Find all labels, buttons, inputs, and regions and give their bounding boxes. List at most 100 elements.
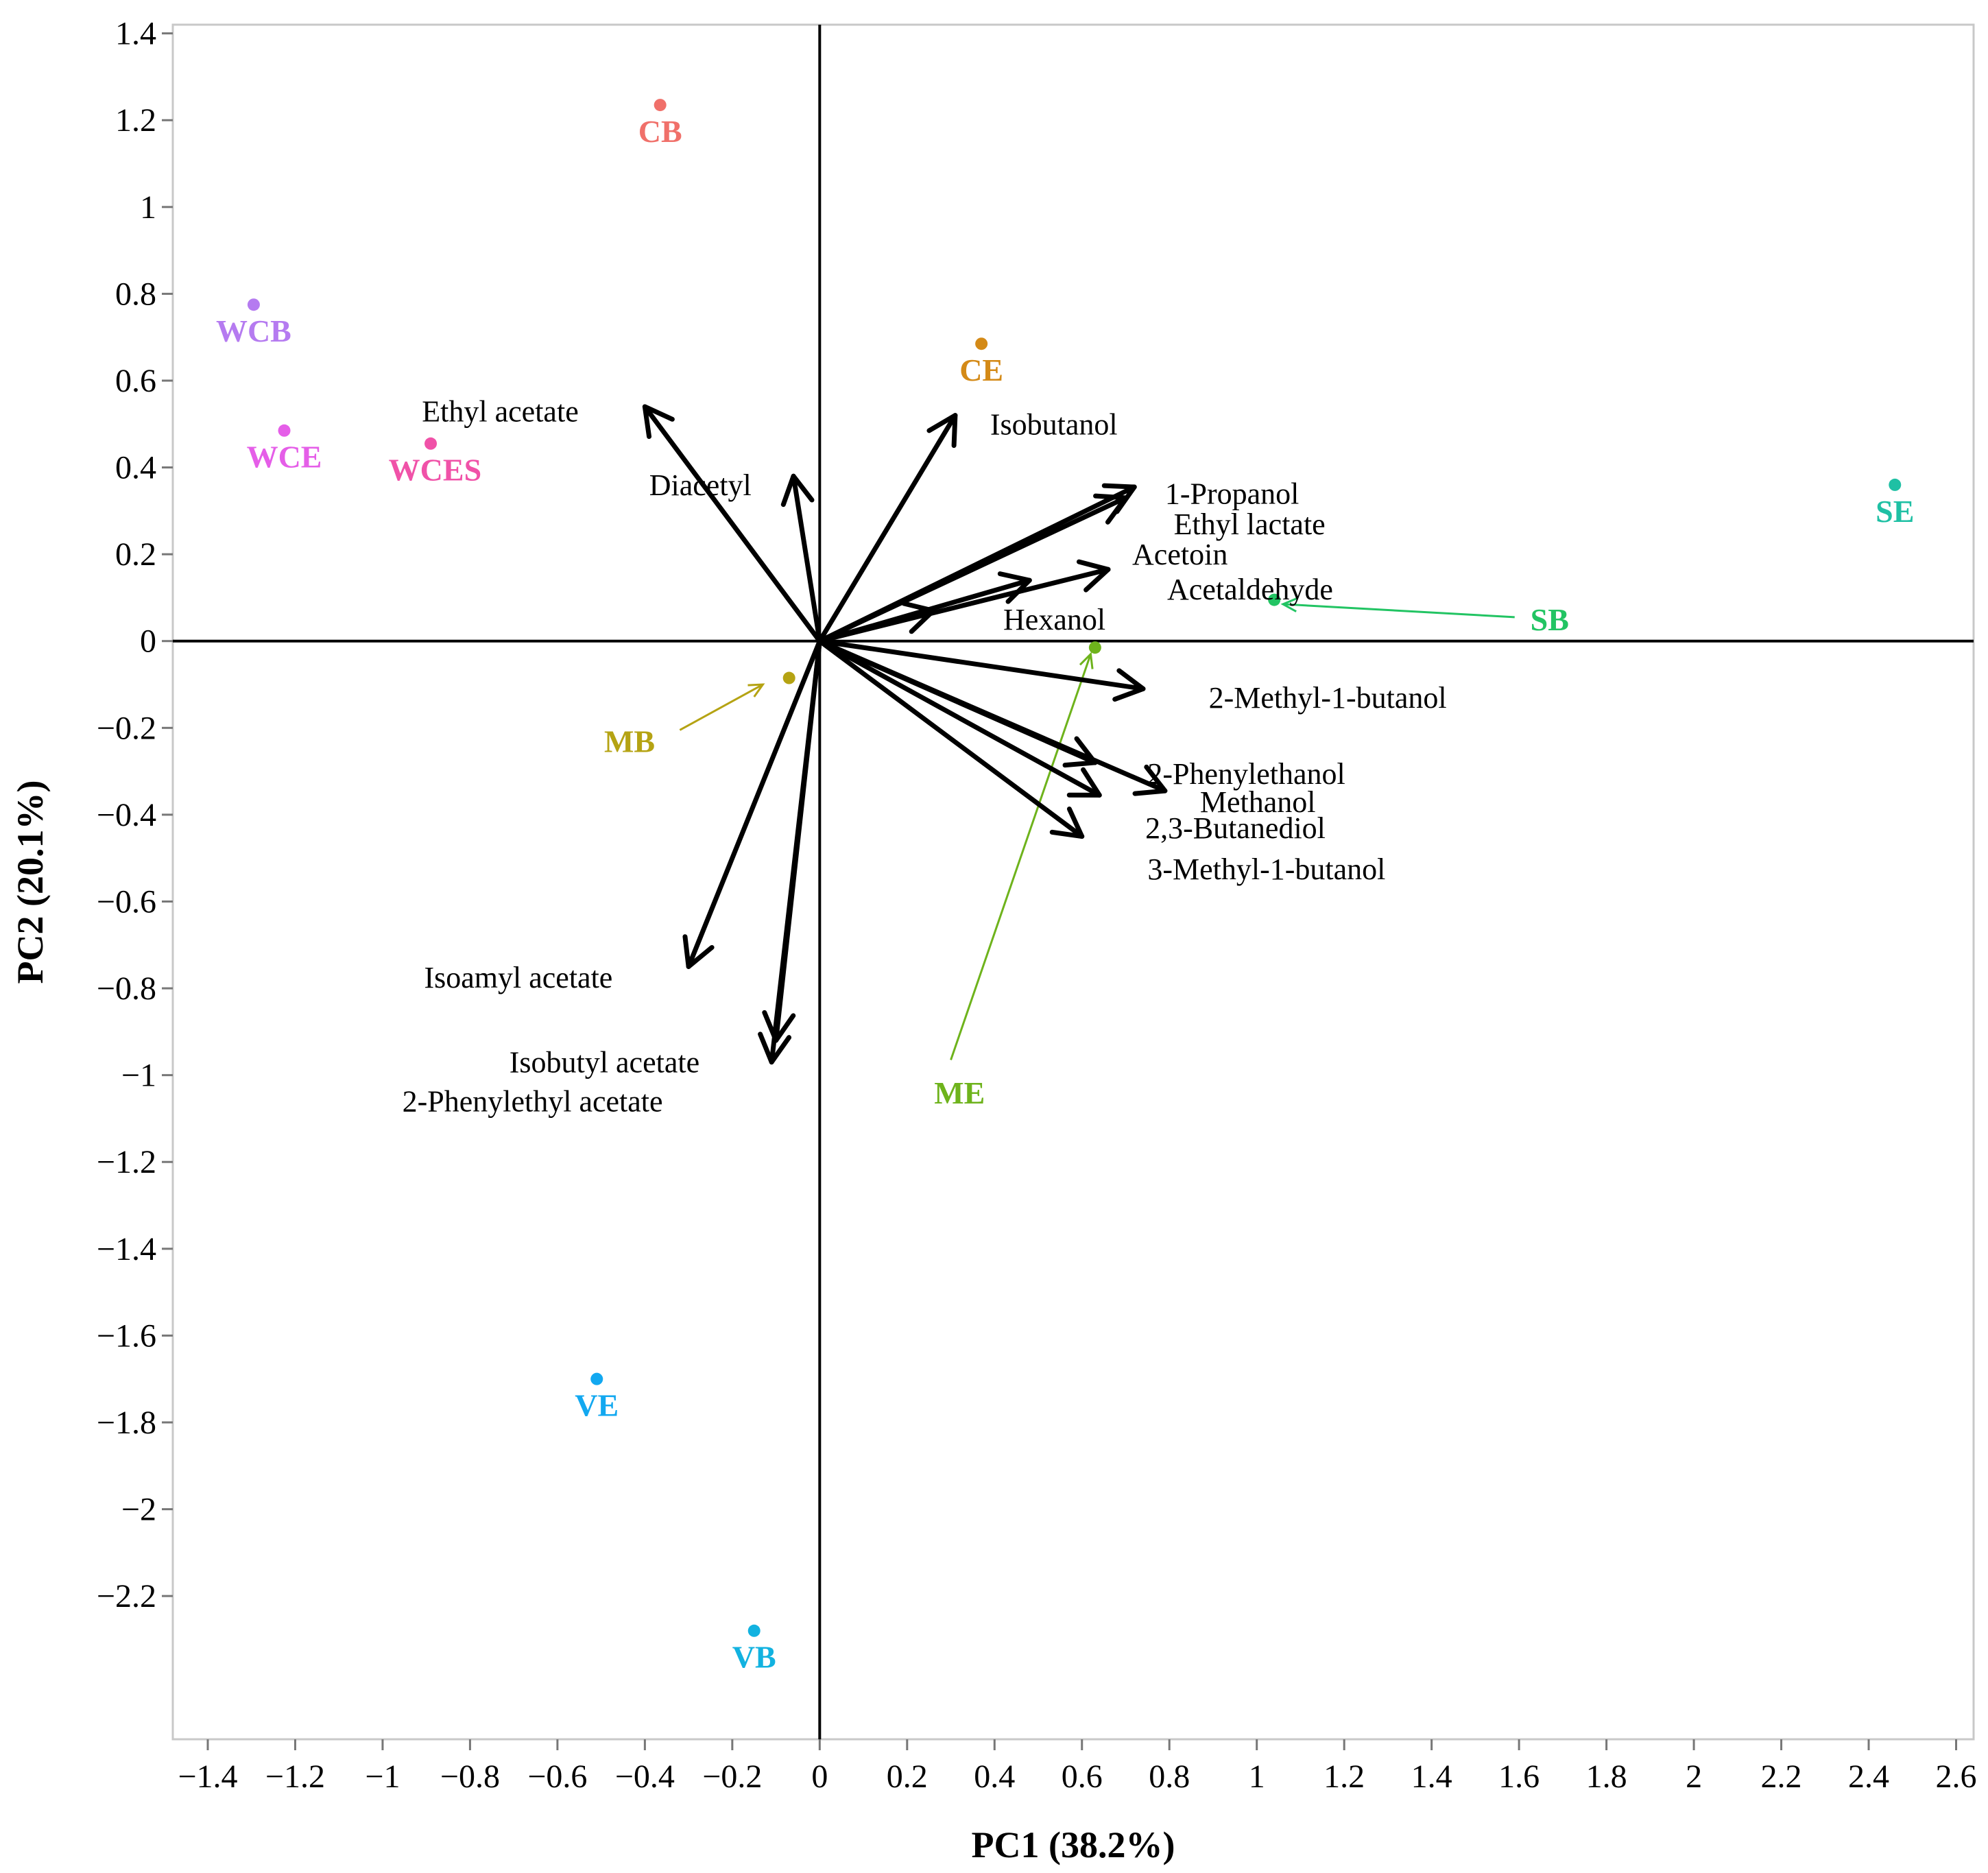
x-tick-label: −1.2: [265, 1758, 325, 1795]
sample-label: WCB: [216, 313, 291, 348]
x-tick-label: 1.6: [1498, 1758, 1540, 1795]
sample-point: [424, 437, 438, 450]
loading-label: Acetoin: [1132, 538, 1227, 571]
x-axis-title: PC1 (38.2%): [972, 1824, 1175, 1865]
x-tick-label: −0.2: [702, 1758, 762, 1795]
x-tick-label: −0.4: [615, 1758, 675, 1795]
sample-label: ME: [934, 1075, 985, 1110]
y-tick-label: −0.2: [97, 710, 156, 746]
sample-point: [1268, 593, 1281, 606]
sample-label: VE: [575, 1388, 619, 1423]
loading-arrow-head: [926, 413, 958, 449]
loading-arrow: [817, 413, 958, 644]
sample-pointer-line: [950, 654, 1092, 1060]
loading-arrow: [817, 639, 1102, 798]
x-tick-label: 0.6: [1062, 1758, 1103, 1795]
loading-label: Isobutanol: [990, 407, 1118, 441]
sample-point: [654, 99, 667, 112]
loading-arrow-shaft: [686, 639, 822, 969]
y-tick-label: −0.4: [97, 797, 156, 833]
sample-point: [1088, 641, 1101, 654]
sample-pointer-line: [1282, 603, 1515, 619]
loading-arrow-head: [1076, 559, 1111, 593]
sample-label: WCE: [247, 440, 322, 475]
loading-label: Ethyl acetate: [422, 394, 578, 428]
x-tick-label: 0: [811, 1758, 828, 1795]
x-tick-label: 2.2: [1761, 1758, 1802, 1795]
sample-point: [1889, 478, 1902, 491]
loading-label: Diacetyl: [649, 468, 752, 502]
x-tick-label: −1.4: [178, 1758, 237, 1795]
sample-pointer: [1280, 597, 1515, 619]
loading-arrow-head: [1132, 764, 1168, 796]
sample-label: CB: [638, 114, 682, 149]
loading-label: 2,3-Butanediol: [1145, 811, 1326, 845]
x-tick-label: 1.4: [1411, 1758, 1452, 1795]
loading-label: Acetaldehyde: [1167, 573, 1333, 606]
x-tick-label: 0.4: [974, 1758, 1015, 1795]
sample-label: SB: [1531, 602, 1569, 637]
x-tick-label: 1.8: [1586, 1758, 1627, 1795]
sample-label: CE: [959, 353, 1003, 387]
x-tick-label: 2.6: [1936, 1758, 1977, 1795]
y-tick-label: −1.6: [97, 1317, 156, 1354]
sample-pointer-head: [747, 683, 765, 697]
loading-arrow-head: [901, 601, 936, 634]
x-tick-label: 1: [1249, 1758, 1265, 1795]
loading-label: 2-Phenylethanol: [1147, 757, 1345, 791]
sample-point: [590, 1372, 603, 1385]
loading-arrow-shaft: [642, 404, 822, 644]
y-tick-label: 1.4: [115, 16, 156, 52]
y-tick-label: 0: [140, 623, 156, 660]
y-tick-label: −1: [121, 1058, 156, 1094]
loading-label: Ethyl lactate: [1174, 508, 1326, 541]
loading-arrow-head: [1049, 807, 1085, 839]
x-tick-label: 2.4: [1848, 1758, 1889, 1795]
x-tick-label: 1.2: [1324, 1758, 1365, 1795]
y-tick-label: 0.8: [115, 276, 156, 312]
y-tick-label: −2.2: [97, 1578, 156, 1614]
x-tick-label: 0.2: [887, 1758, 928, 1795]
loading-label: 2-Methyl-1-butanol: [1209, 681, 1447, 715]
sample-pointer-line: [679, 683, 764, 731]
sample-label: SE: [1876, 494, 1914, 529]
loading-arrow: [780, 473, 822, 644]
loading-arrow: [817, 493, 1128, 644]
loading-label: 1-Propanol: [1165, 477, 1300, 511]
y-axis-title: PC2 (20.1%): [10, 780, 51, 984]
loading-arrow: [817, 639, 1168, 796]
loading-arrow: [817, 639, 1085, 839]
y-tick-label: 0.6: [115, 363, 156, 399]
loading-arrow-head: [997, 571, 1032, 604]
x-tick-label: 2: [1686, 1758, 1702, 1795]
sample-point: [975, 337, 988, 350]
sample-pointer-head: [1079, 652, 1094, 669]
loading-label: Hexanol: [1003, 603, 1105, 636]
sample-point: [247, 298, 260, 311]
loading-label: Methanol: [1200, 785, 1316, 819]
loading-arrow: [682, 639, 822, 969]
loading-arrow: [817, 601, 936, 644]
loading-label: 2-Phenylethyl acetate: [403, 1085, 663, 1119]
sample-point: [278, 424, 291, 437]
loading-arrow-shaft: [817, 639, 1085, 839]
loading-arrow: [642, 404, 822, 644]
loading-arrow-shaft: [817, 639, 1146, 691]
sample-label: WCES: [389, 453, 481, 488]
loading-label: 3-Methyl-1-butanol: [1147, 852, 1385, 886]
y-tick-label: 1.2: [115, 102, 156, 139]
sample-pointer: [679, 683, 765, 731]
loading-arrow: [817, 639, 1146, 702]
loading-label: Isobutyl acetate: [510, 1046, 699, 1079]
loading-arrow-head: [642, 404, 675, 440]
loading-arrow-shaft: [817, 413, 958, 644]
x-tick-label: −0.6: [527, 1758, 587, 1795]
sample-point: [747, 1624, 761, 1637]
y-tick-label: −0.6: [97, 883, 156, 920]
loading-arrow-shaft: [817, 639, 1168, 794]
loading-arrow-head: [1112, 668, 1146, 702]
plot-frame: [171, 23, 1975, 1741]
loading-arrow-head: [758, 1031, 792, 1065]
y-tick-label: 0.2: [115, 536, 156, 573]
loading-arrow-shaft: [817, 639, 1102, 798]
